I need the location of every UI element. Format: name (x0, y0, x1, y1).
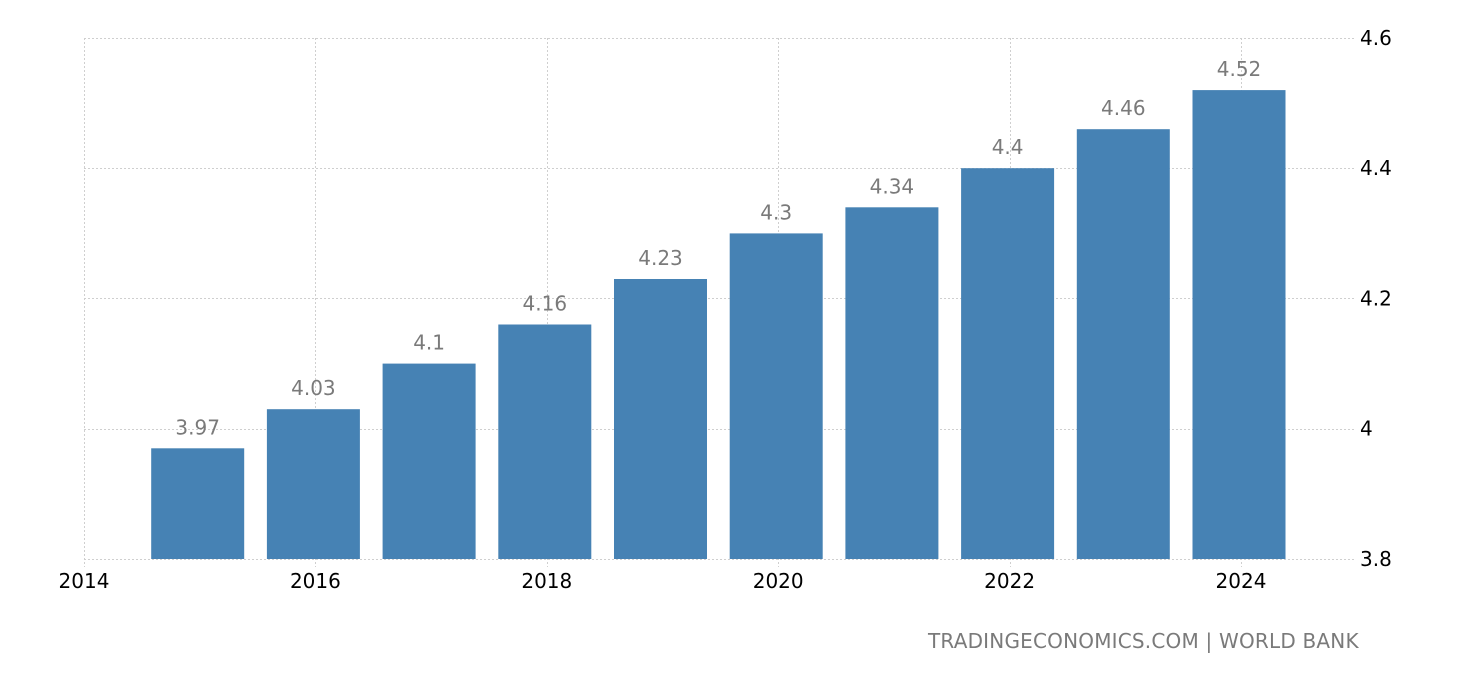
y-tick-label: 4 (1360, 417, 1373, 441)
x-tick-label: 2018 (521, 569, 572, 593)
bar-2024 (1192, 90, 1286, 559)
data-label-2019: 4.23 (638, 246, 683, 270)
data-label-2016: 4.03 (291, 376, 336, 400)
data-label-2022: 4.4 (992, 135, 1024, 159)
data-labels: 3.97 4.03 4.1 4.16 4.23 4.3 4.34 4.4 4.46 4.52 (175, 57, 1261, 439)
y-tick-label: 3.8 (1360, 547, 1392, 571)
x-axis: 2014 2016 2018 2020 2022 2024 (59, 569, 1267, 593)
data-label-2024: 4.52 (1217, 57, 1262, 81)
y-axis: 4.6 4.4 4.2 4 3.8 (1360, 26, 1392, 571)
bar-2022 (961, 168, 1055, 559)
bar-2019 (614, 279, 707, 559)
x-tick-label: 2016 (290, 569, 341, 593)
x-tick-label: 2020 (753, 569, 804, 593)
data-label-2017: 4.1 (413, 331, 445, 355)
data-label-2023: 4.46 (1101, 96, 1146, 120)
bar-2018 (498, 324, 592, 559)
bars (151, 90, 1286, 560)
bar-2020 (729, 233, 823, 559)
bar-2015 (151, 448, 245, 559)
bar-2021 (845, 207, 939, 560)
x-tick-label: 2022 (984, 569, 1035, 593)
y-tick-label: 4.6 (1360, 26, 1392, 50)
y-tick-label: 4.4 (1360, 156, 1392, 180)
y-tick-label: 4.2 (1360, 287, 1392, 311)
data-label-2018: 4.16 (523, 292, 568, 316)
data-label-2021: 4.34 (870, 174, 915, 198)
x-tick-label: 2024 (1216, 569, 1267, 593)
x-tick-label: 2014 (59, 569, 110, 593)
bar-2017 (382, 363, 476, 559)
source-credit: TRADINGECONOMICS.COM | WORLD BANK (928, 629, 1359, 653)
data-label-2015: 3.97 (175, 415, 220, 439)
bar-2023 (1076, 129, 1170, 559)
bar-2016 (266, 409, 360, 559)
data-label-2020: 4.3 (760, 200, 792, 224)
